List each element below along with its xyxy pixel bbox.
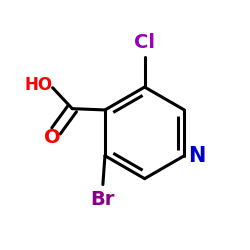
Text: O: O bbox=[44, 128, 60, 147]
Text: Br: Br bbox=[91, 190, 115, 209]
Text: HO: HO bbox=[25, 76, 53, 94]
Text: N: N bbox=[188, 146, 206, 166]
Text: Cl: Cl bbox=[134, 33, 155, 52]
